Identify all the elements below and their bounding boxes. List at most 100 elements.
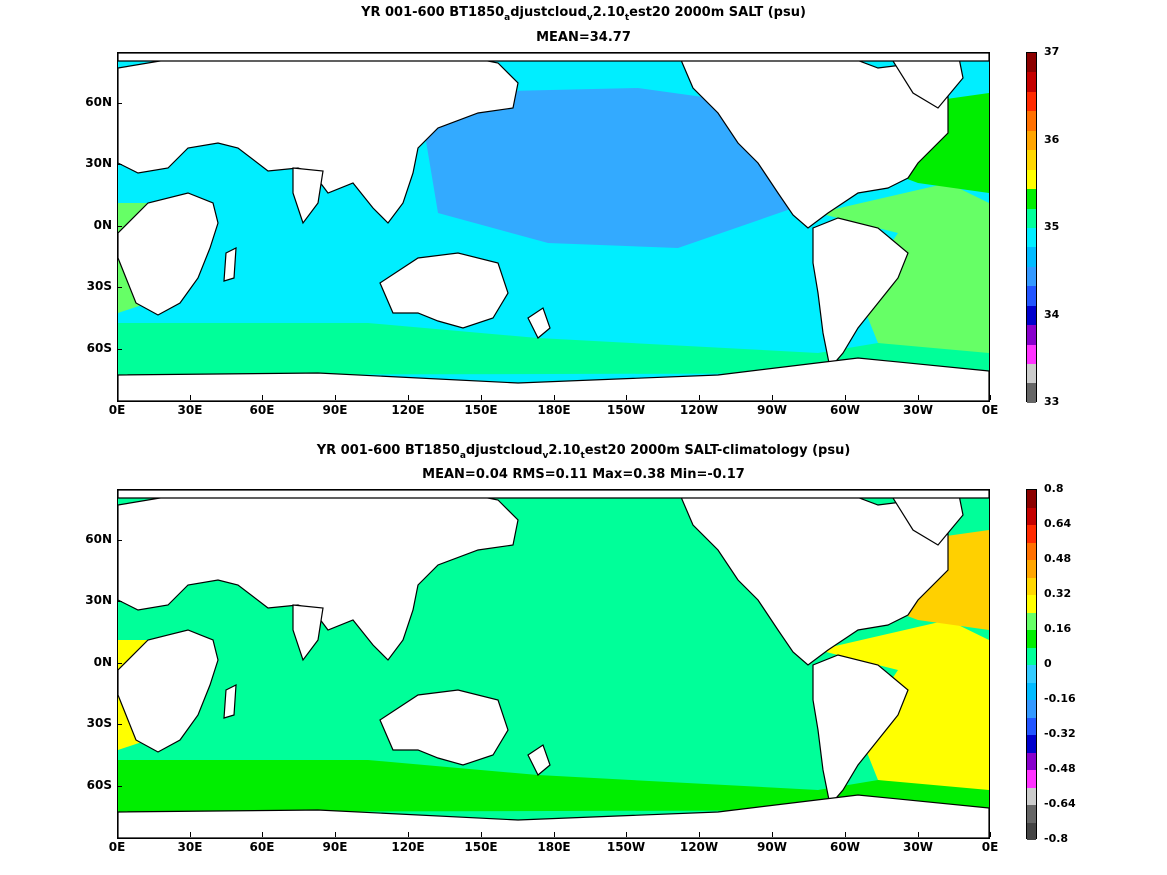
- colorbar-segment: [1027, 822, 1036, 840]
- pacific-basin: [418, 88, 818, 248]
- lon-label-4: 120E: [391, 840, 425, 854]
- colorbar-label: -0.48: [1044, 762, 1076, 775]
- lon-label-12: 0E: [981, 403, 999, 417]
- colorbar-segment: [1027, 700, 1036, 718]
- land-arctic_top: [118, 53, 989, 62]
- lon-label-0: 0E: [108, 403, 126, 417]
- lon-tick: [190, 395, 191, 400]
- colorbar-segment: [1027, 189, 1036, 209]
- land-australia: [379, 689, 509, 766]
- lon-label-7: 150W: [606, 840, 646, 854]
- colorbar-label: 0.48: [1044, 552, 1072, 565]
- land-southamerica: [812, 654, 909, 807]
- lat-label-60n: 60N: [85, 532, 112, 546]
- lon-tick: [699, 832, 700, 837]
- colorbar-label: 0.8: [1044, 482, 1064, 495]
- lon-label-1: 30E: [177, 840, 203, 854]
- lon-label-10: 60W: [830, 840, 860, 854]
- land-africa: [118, 192, 219, 316]
- lon-label-2: 60E: [249, 403, 275, 417]
- colorbar-label: 34: [1044, 307, 1060, 321]
- pacific-basin: [418, 525, 818, 685]
- southern-ocean-band: [118, 323, 989, 375]
- colorbar-segment: [1027, 595, 1036, 613]
- map-svg: [118, 53, 989, 401]
- land-australia: [379, 252, 509, 329]
- lat-tick: [117, 663, 122, 664]
- colorbar-segment: [1027, 647, 1036, 665]
- lat-label-0n: 0N: [93, 218, 112, 232]
- land-antarctica: [118, 794, 989, 838]
- lon-label-9: 90W: [757, 840, 787, 854]
- lon-label-3: 90E: [322, 403, 348, 417]
- lat-label-30s: 30S: [86, 716, 112, 730]
- land-nz: [527, 744, 551, 776]
- lon-tick: [190, 832, 191, 837]
- colorbar-segment: [1027, 305, 1036, 326]
- colorbar-label: 35: [1044, 220, 1060, 233]
- lon-label-0: 0E: [108, 840, 126, 854]
- lon-tick: [335, 395, 336, 400]
- colorbar-segment: [1027, 630, 1036, 648]
- lat-label-60n: 60N: [85, 95, 112, 109]
- land-nz: [527, 307, 551, 339]
- lon-label-1: 30E: [177, 403, 203, 417]
- lon-tick: [554, 832, 555, 837]
- land-greenland: [887, 490, 964, 546]
- colorbar-segment: [1027, 130, 1036, 151]
- colorbar-label: 0: [1044, 657, 1052, 670]
- panel1-title: YR 001-600 BT1850adjustcloudv2.10test20 …: [361, 5, 806, 23]
- colorbar-segment: [1027, 91, 1036, 112]
- lon-tick: [117, 832, 118, 837]
- lon-label-2: 60E: [249, 840, 275, 854]
- panel2-title: YR 001-600 BT1850adjustcloudv2.10test20 …: [316, 443, 851, 461]
- lon-label-8: 120W: [679, 403, 719, 417]
- lon-tick: [845, 832, 846, 837]
- colorbar-segment: [1027, 208, 1036, 228]
- map-svg: [118, 490, 989, 838]
- lon-tick: [117, 395, 118, 400]
- lat-label-60s: 60S: [86, 778, 112, 792]
- map-panel-salinity-anomaly: [117, 489, 990, 839]
- colorbar-segment: [1027, 286, 1036, 306]
- land-southamerica: [812, 217, 909, 370]
- colorbar-label: 0.32: [1044, 587, 1072, 600]
- colorbar-label: -0.64: [1044, 797, 1076, 810]
- lat-tick: [117, 349, 122, 350]
- lat-tick: [117, 103, 122, 104]
- colorbar-segment: [1027, 325, 1036, 345]
- lon-label-5: 150E: [464, 403, 498, 417]
- lon-tick: [772, 832, 773, 837]
- lon-label-4: 120E: [391, 403, 425, 417]
- map-panel-salinity: [117, 52, 990, 402]
- lon-label-3: 90E: [322, 840, 348, 854]
- colorbar-segment: [1027, 169, 1036, 190]
- colorbar-segment: [1027, 560, 1036, 578]
- lat-label-30n: 30N: [85, 593, 112, 607]
- lon-tick: [408, 395, 409, 400]
- lat-tick: [117, 540, 122, 541]
- lat-label-30n: 30N: [85, 156, 112, 170]
- land-antarctica: [118, 357, 989, 401]
- lat-label-0n: 0N: [93, 655, 112, 669]
- south-atlantic-basin: [818, 183, 989, 373]
- colorbar-label: -0.16: [1044, 692, 1076, 705]
- colorbar-segment: [1027, 735, 1036, 753]
- lat-tick: [117, 786, 122, 787]
- colorbar-segment: [1027, 665, 1036, 683]
- colorbar-segment: [1027, 770, 1036, 788]
- lon-tick: [699, 395, 700, 400]
- land-greenland: [887, 53, 964, 109]
- colorbar-label: 0.64: [1044, 517, 1072, 530]
- panel2-stats: MEAN=0.04 RMS=0.11 Max=0.38 Min=-0.17: [422, 467, 745, 482]
- lon-label-8: 120W: [679, 840, 719, 854]
- colorbar-segment: [1027, 717, 1036, 735]
- lon-tick: [481, 395, 482, 400]
- lon-label-6: 180E: [537, 840, 571, 854]
- colorbar-label: 0.16: [1044, 622, 1072, 635]
- lon-tick: [626, 832, 627, 837]
- lon-tick: [772, 395, 773, 400]
- lon-tick: [845, 395, 846, 400]
- lon-tick: [262, 395, 263, 400]
- lon-label-11: 30W: [903, 840, 933, 854]
